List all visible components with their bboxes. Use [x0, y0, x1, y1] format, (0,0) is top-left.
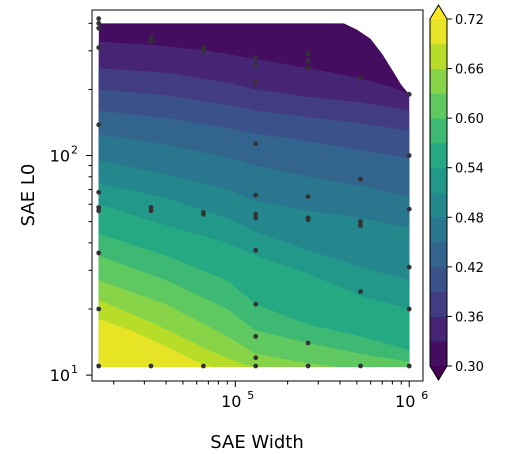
contour-band-11 [98, 299, 410, 367]
sample-point [253, 192, 259, 198]
sample-point [253, 211, 259, 217]
sample-point [96, 189, 102, 195]
colorbar-extend-max [430, 5, 447, 19]
sample-point [253, 363, 259, 369]
sample-point [305, 58, 311, 64]
sample-point [406, 91, 412, 97]
x-axis-label: SAE Width [210, 432, 303, 453]
colorbar-tick-label: 0.72 [455, 13, 484, 28]
sample-point [305, 215, 311, 221]
x-tick-exponent: 6 [421, 389, 428, 402]
plot-frame [91, 9, 424, 382]
contour-band-9 [98, 255, 410, 367]
sample-point [358, 223, 363, 228]
sample-point [96, 306, 102, 312]
sample-point [358, 176, 363, 182]
sample-point [358, 219, 363, 225]
x-tick-label: 10 [395, 392, 415, 411]
sample-point [305, 194, 311, 200]
sample-point [406, 306, 412, 312]
colorbar-band [430, 19, 447, 45]
colorbar: 0.30 0.36 0.42 0.48 0.54 0.60 0.66 0.72 [429, 4, 484, 381]
sample-point [148, 208, 154, 214]
sample-point [305, 65, 311, 71]
colorbar-tick-label: 0.54 [455, 162, 484, 177]
colorbar-band [430, 341, 447, 367]
x-tick-label: 10 [221, 392, 241, 411]
sample-point [253, 334, 259, 339]
colorbar-tick-label: 0.36 [455, 310, 484, 325]
colorbar-ticks: 0.30 0.36 0.42 0.48 0.54 0.60 0.66 0.72 [447, 13, 484, 375]
colorbar-tick-label: 0.48 [455, 211, 484, 226]
sample-point [253, 355, 259, 361]
sample-point [96, 205, 102, 210]
sample-point [148, 363, 154, 369]
sample-point [406, 264, 412, 270]
contour-band-10 [98, 280, 410, 367]
sample-point [406, 153, 412, 158]
sample-point [96, 45, 102, 50]
colorbar-band [430, 167, 447, 193]
colorbar-band [430, 93, 447, 119]
sample-point [96, 208, 102, 214]
sample-points [96, 16, 412, 369]
colorbar-tick-label: 0.30 [455, 360, 484, 375]
y-tick-label: 10 [50, 366, 70, 385]
y-tick-label: 10 [50, 147, 70, 166]
sample-point [253, 62, 259, 67]
colorbar-band [430, 217, 447, 243]
sample-point [201, 45, 206, 50]
sample-point [148, 35, 154, 40]
sample-point [253, 141, 259, 147]
y-tick-exponent: 1 [71, 363, 78, 376]
contour-band-12 [98, 319, 410, 367]
x-axis-ticks: 10 5 10 6 [113, 381, 428, 411]
colorbar-band [430, 142, 447, 169]
sample-point [358, 289, 363, 294]
colorbar-band [430, 316, 447, 342]
colorbar-tick-label: 0.60 [455, 112, 484, 127]
colorbar-band [430, 43, 447, 69]
sample-point [253, 247, 259, 253]
sample-point [96, 250, 102, 256]
sample-point [96, 25, 102, 31]
sample-point [201, 363, 206, 369]
sample-point [358, 363, 363, 369]
y-axis-label: SAE L0 [18, 164, 39, 227]
sample-point [305, 51, 311, 57]
sample-point [253, 80, 259, 85]
colorbar-band [430, 192, 447, 218]
colorbar-band [430, 266, 447, 293]
colorbar-band [430, 242, 447, 268]
colorbar-band [430, 118, 447, 144]
colorbar-band [430, 68, 447, 94]
y-tick-exponent: 2 [71, 144, 78, 157]
sample-point [305, 363, 311, 369]
sample-point [406, 363, 412, 369]
colorbar-tick-label: 0.66 [455, 63, 484, 78]
sample-point [96, 122, 102, 128]
sample-point [253, 54, 259, 60]
sample-point [358, 75, 363, 81]
sample-point [148, 39, 154, 45]
sample-point [96, 363, 102, 369]
sample-point [201, 210, 206, 215]
colorbar-extend-min [430, 366, 447, 380]
colorbar-tick-label: 0.42 [455, 261, 484, 276]
sample-point [305, 340, 311, 346]
sample-point [253, 215, 259, 221]
colorbar-band [430, 291, 447, 317]
sample-point [406, 206, 412, 212]
colorbar-bands [430, 5, 447, 380]
sample-point [253, 301, 259, 307]
sample-point [96, 20, 102, 26]
sample-point [148, 205, 154, 210]
x-tick-exponent: 5 [247, 389, 254, 402]
sample-point [96, 16, 102, 22]
